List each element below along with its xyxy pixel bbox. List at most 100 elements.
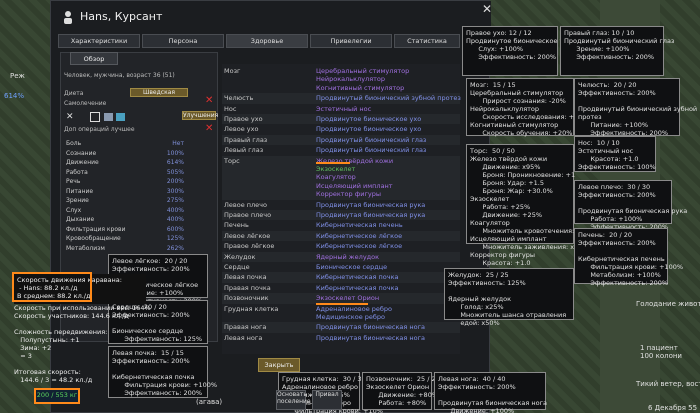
health-row[interactable]: Правое плечо Продвинутая бионическая рука <box>222 210 460 221</box>
implant-label: Когнитивный стимулятор <box>316 83 405 92</box>
highlight-speed <box>12 272 92 302</box>
health-row[interactable]: Челюсть Продвинутый бионический зубной пр… <box>222 93 461 104</box>
capacity-row[interactable]: Слух 400% <box>66 207 184 216</box>
implant-label: Продвинутый бионический глаз <box>316 146 427 155</box>
caravan-info-text: Скорость при использовании вес: 164% Ско… <box>14 304 151 384</box>
health-row[interactable]: Правая нога Продвинутая бионическая нога <box>222 322 460 333</box>
health-row[interactable]: Левый глаз Продвинутый бионический глаз <box>222 145 460 155</box>
capacity-value: 505% <box>166 168 184 176</box>
body-part-label: Левое плечо <box>224 200 267 209</box>
tab-characteristics[interactable]: Характеристики <box>58 34 140 48</box>
implant-label: Ядерный желудок <box>316 252 380 261</box>
remove-icon[interactable]: ✕ <box>205 95 214 106</box>
capacity-label: Дыхание <box>66 216 95 223</box>
medicine-none-icon[interactable]: ✕ <box>66 112 74 122</box>
colonist-alert[interactable]: 100 колони <box>640 352 682 360</box>
capacity-value: 275% <box>166 197 184 204</box>
capacity-label: Речь <box>66 178 81 185</box>
body-part-label: Челюсть <box>224 94 254 103</box>
patient-alert[interactable]: 1 пациент <box>640 344 678 352</box>
self-treat-button[interactable]: Улучшения <box>182 111 219 120</box>
health-row[interactable]: Левое ухо Продвинутое бионическое ухо <box>222 124 460 134</box>
body-part-label: Мозг <box>224 67 241 75</box>
tooltip-stomach: Желудок: 25 / 25 Эффективность: 125% Яде… <box>444 268 574 327</box>
tooltip-brain: Мозг: 15 / 15 Церебральный стимулятор Пр… <box>466 78 589 137</box>
medicine-industrial-icon[interactable] <box>104 113 113 121</box>
tab-statistics[interactable]: Статистика <box>394 34 460 48</box>
remove-ops-icon[interactable]: ✕ <box>205 123 214 134</box>
implant-label: Продвинутая бионическая нога <box>316 333 425 342</box>
body-part-label: Левое лёгкое <box>224 231 271 240</box>
tooltip-left-kidney: Левая почка: 15 / 15 Эффективность: 200%… <box>108 346 217 398</box>
capacity-label: Питание <box>66 187 94 195</box>
capacity-row[interactable]: Речь 200% <box>66 178 184 187</box>
highlight-exoskeleton <box>316 162 350 164</box>
camp-button[interactable]: Привал <box>312 390 342 410</box>
diet-button[interactable]: Шведская <box>130 88 188 97</box>
implant-label: Продвинутый бионический зубной протез <box>316 94 461 103</box>
implant-label: Бионическое сердце <box>316 263 388 271</box>
body-part-label: Правая нога <box>224 323 267 332</box>
implant-label: Экзоскелет <box>316 164 356 173</box>
caravan-weight: 200 / 553 кг <box>36 390 78 402</box>
capacity-row[interactable]: Зрение 275% <box>66 197 184 206</box>
tab-privileges[interactable]: Привелегии <box>310 34 392 48</box>
capacity-label: Слух <box>66 206 82 214</box>
health-row[interactable]: Грудная клетка Адреналиновое ребро Медицин… <box>222 304 460 323</box>
hunger-alert[interactable]: Голодание живот <box>636 300 700 308</box>
health-row[interactable]: Правое ухо Продвинутое бионическое ухо <box>222 114 460 125</box>
close-icon[interactable]: ✕ <box>482 2 493 16</box>
health-row[interactable]: Левая почка Кибернетическая почка <box>222 272 460 283</box>
implant-label: Продвинутый бионический глаз <box>316 135 427 144</box>
capacity-row[interactable]: Дыхание 400% <box>66 216 184 225</box>
health-row[interactable]: Левое плечо Продвинутая бионическая рука <box>222 200 460 210</box>
body-part-label: Левое ухо <box>224 125 259 134</box>
diet-label: Диета <box>64 90 84 97</box>
capacity-label: Метаболизм <box>66 244 105 252</box>
left-label: Реж <box>10 72 25 80</box>
implant-label: Коагулятор <box>316 173 356 182</box>
body-part-label: Нос <box>224 104 237 113</box>
capacity-label: Сознание <box>66 149 97 157</box>
implant-label: Продвинутое бионическое ухо <box>316 125 422 134</box>
capacity-row[interactable]: Сознание 100% <box>66 150 184 159</box>
health-table <box>222 64 460 354</box>
health-row[interactable]: Правая почка Кибернетическая почка <box>222 283 460 293</box>
capacity-row[interactable]: Фильтрация крови 600% <box>66 226 184 235</box>
health-row[interactable]: Левое лёгкое Кибернетическое лёгкое <box>222 230 460 242</box>
tooltip-liver: Печень: 20 / 20 Эффективность: 200% Кибе… <box>574 228 683 287</box>
capacity-label: Зрение <box>66 197 89 204</box>
tab-overview[interactable]: Обзор <box>70 52 118 65</box>
health-row[interactable]: Левая нога Продвинутая бионическая нога <box>222 333 460 343</box>
body-part-label: Правая почка <box>224 283 271 292</box>
capacity-row[interactable]: Метаболизм 262% <box>66 245 184 254</box>
health-row[interactable]: Правый глаз Продвинутый бионический глаз <box>222 134 460 146</box>
medicine-glitter-icon[interactable] <box>116 113 125 121</box>
tab-health[interactable]: Здоровье <box>226 34 308 48</box>
implant-label: Продвинутая бионическая нога <box>316 323 425 332</box>
health-row[interactable]: Печень Кибернетическая печень <box>222 220 460 230</box>
health-row[interactable]: Правое лёгкое Кибернетическое лёгкое <box>222 241 460 251</box>
pawn-description: Человек, мужчина, возраст 36 (51) <box>64 72 175 79</box>
health-row[interactable]: Нос Эстетичный нос <box>222 104 460 114</box>
implant-label: Экзоскелет Орион <box>316 294 380 303</box>
health-row[interactable]: Желудок Ядерный желудок <box>222 251 460 262</box>
tooltip-right-eye: Правый глаз: 10 / 10 Продвинутый биониче… <box>560 26 674 76</box>
health-row[interactable]: Позвоночник Экзоскелет Орион <box>222 293 460 304</box>
health-row[interactable]: Сердце Бионическое сердце <box>222 262 460 272</box>
capacity-value: 400% <box>166 206 184 214</box>
capacity-row[interactable]: Кровообращение 125% <box>66 235 184 244</box>
capacity-row[interactable]: Движение 614% <box>66 159 184 168</box>
capacity-row[interactable]: Питание 300% <box>66 188 184 197</box>
tab-persona[interactable]: Персона <box>142 34 224 48</box>
health-row[interactable]: Мозг Церебральный стимулятор Нейрокальклул… <box>222 66 460 93</box>
medicine-herbal-icon[interactable] <box>90 112 100 122</box>
close-button[interactable]: Закрыть <box>258 358 300 372</box>
implant-label: Продвинутое бионическое ухо <box>316 115 422 123</box>
body-part-label: Торс <box>224 156 240 165</box>
capacity-row[interactable]: Работа 505% <box>66 169 184 178</box>
capacity-value: 200% <box>166 178 184 185</box>
settle-button[interactable]: Основать поселение <box>276 390 311 410</box>
capacity-row[interactable]: Боль Нет <box>66 140 184 149</box>
capacity-value: 125% <box>166 235 184 242</box>
